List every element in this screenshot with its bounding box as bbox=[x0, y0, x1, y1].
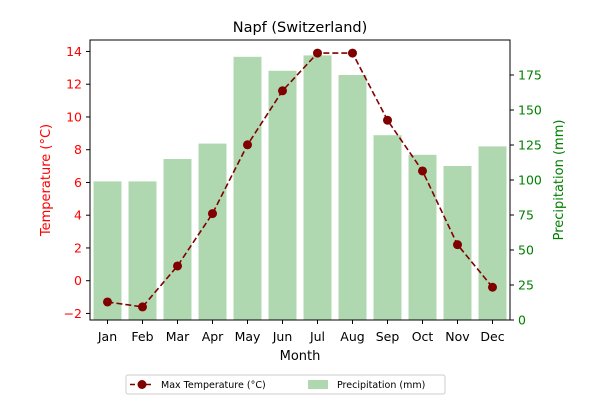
x-tick-label: Apr bbox=[202, 329, 224, 344]
left-tick-label: 10 bbox=[66, 109, 82, 124]
temp-point-mar bbox=[173, 261, 182, 271]
temp-point-nov bbox=[453, 240, 462, 250]
legend-marker-swatch bbox=[137, 380, 147, 389]
precip-bar-dec bbox=[478, 146, 507, 320]
right-tick-label: 75 bbox=[518, 208, 534, 223]
chart-title: Napf (Switzerland) bbox=[233, 20, 368, 36]
legend-label-temperature: Max Temperature (°C) bbox=[161, 380, 266, 391]
x-tick-label: Feb bbox=[131, 329, 153, 344]
temp-point-jun bbox=[278, 86, 287, 96]
x-tick-label: Mar bbox=[166, 329, 190, 344]
precipitation-bars bbox=[93, 55, 507, 321]
x-axis-label: Month bbox=[280, 349, 321, 364]
legend-bar-swatch bbox=[308, 380, 328, 389]
right-tick-label: 125 bbox=[518, 138, 542, 153]
left-tick-label: 12 bbox=[66, 77, 82, 92]
x-tick-label: Nov bbox=[445, 329, 470, 344]
temp-point-jan bbox=[103, 297, 112, 307]
x-tick-label: Dec bbox=[480, 329, 504, 344]
left-tick-label: 6 bbox=[74, 175, 82, 190]
right-axis-label: Precipitation (mm) bbox=[552, 120, 567, 241]
left-tick-label: 2 bbox=[74, 240, 82, 255]
x-tick-label: Aug bbox=[340, 329, 364, 344]
temp-point-oct bbox=[418, 166, 427, 176]
x-axis: Jan Feb Mar Apr May Jun Jul Aug Sep Oct Nov Dec bbox=[97, 320, 505, 344]
right-tick-label: 25 bbox=[518, 278, 534, 293]
legend-box bbox=[125, 374, 446, 395]
temperature-series-line bbox=[107, 52, 494, 308]
legend: Max Temperature (°C) Precipitation (mm) bbox=[125, 374, 446, 395]
x-tick-label: Jul bbox=[309, 329, 325, 344]
precip-bar-may bbox=[233, 56, 262, 321]
left-tick-label: 4 bbox=[74, 208, 82, 223]
precip-bar-aug bbox=[338, 75, 367, 320]
x-tick-label: Jan bbox=[97, 329, 117, 344]
right-tick-label: 175 bbox=[518, 68, 542, 83]
right-tick-label: 100 bbox=[518, 173, 542, 188]
temp-point-aug bbox=[348, 48, 357, 58]
precip-bar-jan bbox=[93, 181, 122, 320]
precip-bar-apr bbox=[198, 143, 227, 320]
right-axis: 0 25 50 75 100 125 150 175 bbox=[510, 68, 542, 328]
precip-bar-oct bbox=[408, 154, 437, 320]
right-tick-label: 0 bbox=[518, 313, 526, 328]
temp-point-apr bbox=[208, 209, 217, 219]
precip-bar-feb bbox=[128, 181, 157, 320]
right-tick-label: 150 bbox=[518, 103, 542, 118]
left-tick-label: 14 bbox=[66, 44, 82, 59]
left-axis-label: Temperature (°C) bbox=[39, 124, 54, 237]
temp-point-jul bbox=[313, 48, 322, 58]
temp-point-may bbox=[243, 140, 252, 150]
temp-point-feb bbox=[138, 302, 147, 312]
precip-bar-jun bbox=[268, 70, 297, 320]
left-axis: −2 0 2 4 6 8 10 12 14 bbox=[64, 44, 90, 321]
x-tick-label: Oct bbox=[412, 329, 434, 344]
left-tick-label: −2 bbox=[64, 306, 82, 321]
legend-label-precipitation: Precipitation (mm) bbox=[337, 380, 425, 391]
precip-bar-mar bbox=[163, 159, 192, 320]
left-tick-label: 8 bbox=[74, 142, 82, 157]
temp-point-sep bbox=[383, 115, 392, 125]
right-tick-label: 50 bbox=[518, 243, 534, 258]
x-tick-label: Sep bbox=[376, 329, 400, 344]
left-tick-label: 0 bbox=[74, 273, 82, 288]
x-tick-label: Jun bbox=[272, 329, 293, 344]
x-tick-label: May bbox=[235, 329, 261, 344]
precip-bar-sep bbox=[373, 135, 402, 320]
temp-point-dec bbox=[488, 282, 497, 292]
precip-bar-jul bbox=[303, 55, 332, 321]
temperature-line bbox=[103, 48, 497, 312]
